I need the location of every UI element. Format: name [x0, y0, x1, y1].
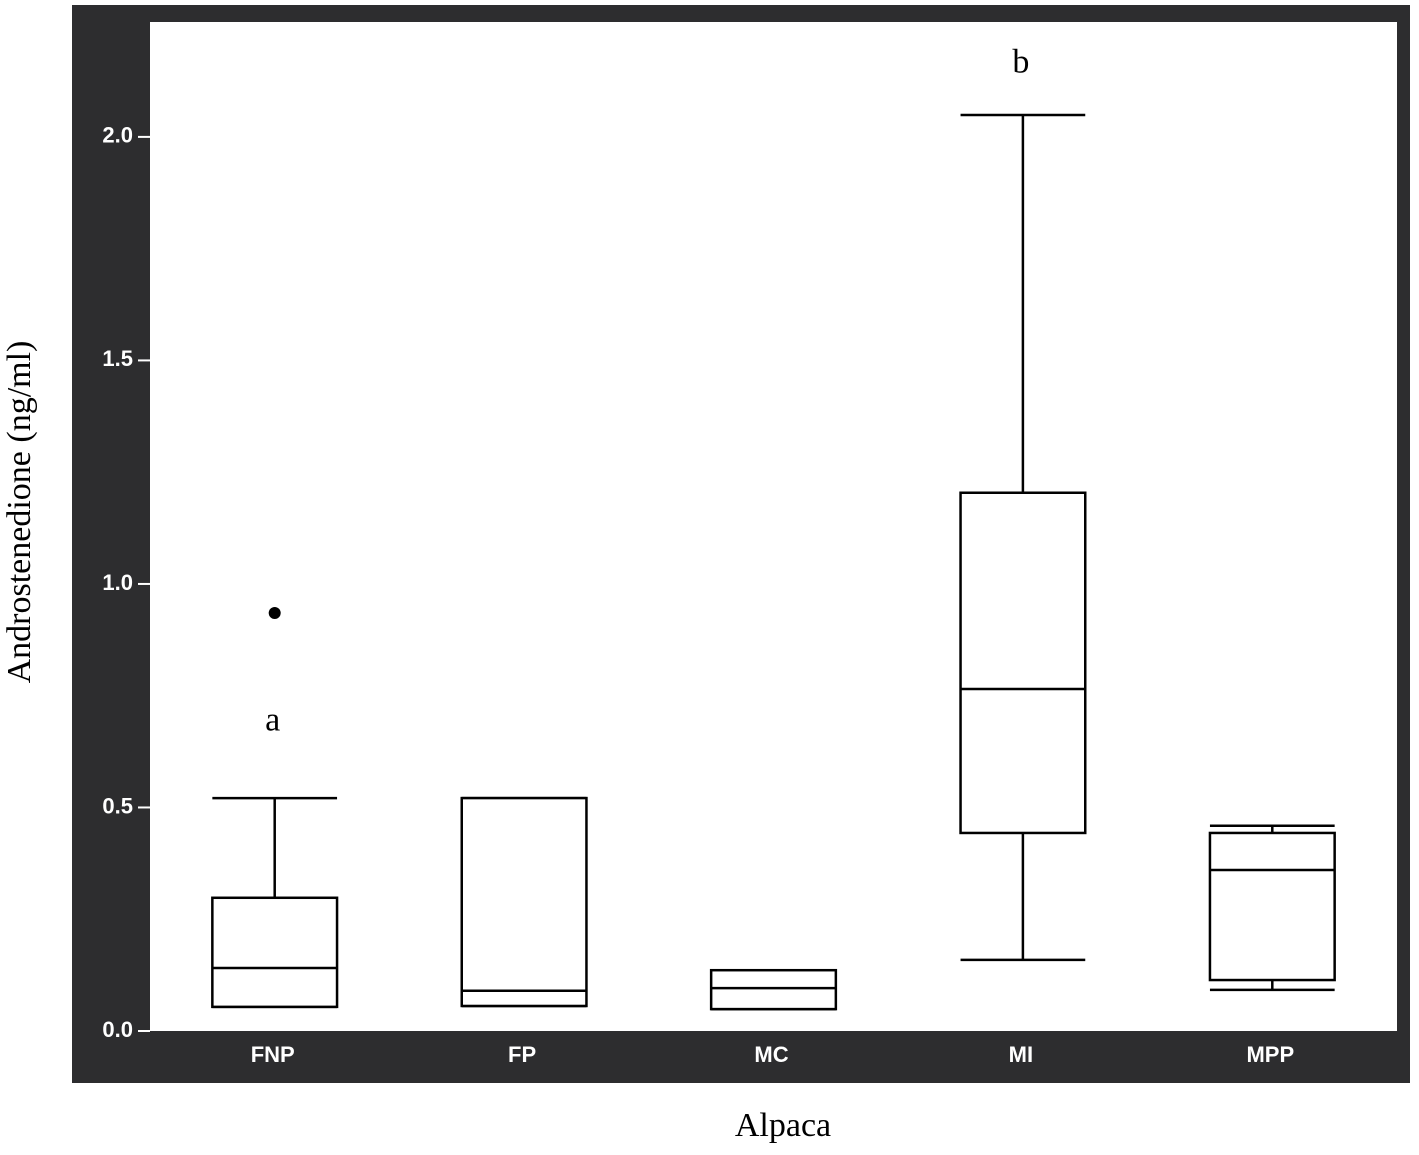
annotation: b [1012, 44, 1029, 81]
y-tick-label: 0.5 [102, 793, 133, 818]
annotation: a [265, 701, 280, 738]
y-tick-label: 2.0 [102, 123, 133, 148]
y-axis-label: Androstenedione (ng/ml) [1, 341, 38, 684]
y-tick-label: 1.5 [102, 346, 133, 371]
y-tick-label: 0.0 [102, 1017, 133, 1042]
plot-area [150, 22, 1397, 1031]
x-tick-label: FNP [251, 1042, 295, 1067]
outlier [268, 607, 281, 620]
box [1208, 831, 1336, 982]
x-tick-label: MI [1009, 1042, 1033, 1067]
box [959, 491, 1087, 835]
box [460, 796, 588, 1008]
y-tick-label: 1.0 [102, 570, 133, 595]
box [709, 968, 838, 1011]
x-tick-label: FP [508, 1042, 536, 1067]
x-axis-label: Alpaca [735, 1107, 831, 1144]
x-tick-label: MC [754, 1042, 788, 1067]
box [211, 896, 339, 1009]
x-tick-label: MPP [1246, 1042, 1294, 1067]
